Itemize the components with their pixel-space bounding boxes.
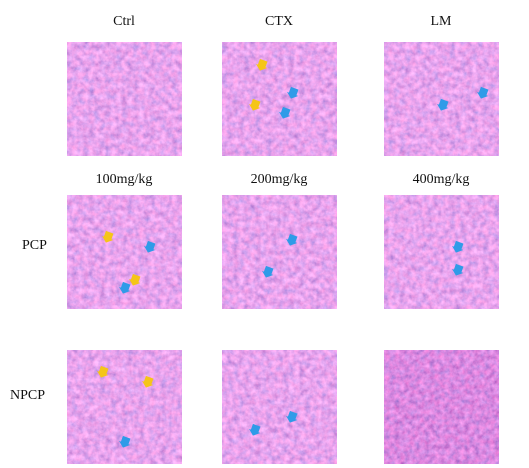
arrow [477,86,489,99]
arrow [452,263,464,276]
arrow [452,240,464,253]
arrow [102,230,114,243]
micrograph [222,42,337,156]
arrow [119,435,131,448]
row-label: PCP [22,238,47,253]
column-label: LM [431,14,453,29]
arrow [286,410,298,423]
arrow [287,86,299,99]
micrograph [384,350,499,464]
arrow [437,98,449,111]
panels [67,42,499,464]
dose-label: 200mg/kg [251,172,308,187]
arrow [249,98,261,111]
dose-label: 400mg/kg [413,172,470,187]
arrow [119,281,131,294]
micrograph [384,42,499,156]
arrow [144,240,156,253]
column-label: CTX [265,14,293,29]
arrow [262,265,274,278]
arrow [129,273,141,286]
column-label: Ctrl [113,14,135,29]
arrow [249,423,261,436]
micrograph [222,350,337,464]
micrograph [384,195,499,309]
arrow [142,375,154,388]
micrograph [222,195,337,309]
micrograph [67,42,182,156]
arrow [97,365,109,378]
arrow [256,58,268,71]
arrow [286,233,298,246]
arrow [279,106,291,119]
row-label: NPCP [10,388,45,403]
dose-label: 100mg/kg [96,172,153,187]
